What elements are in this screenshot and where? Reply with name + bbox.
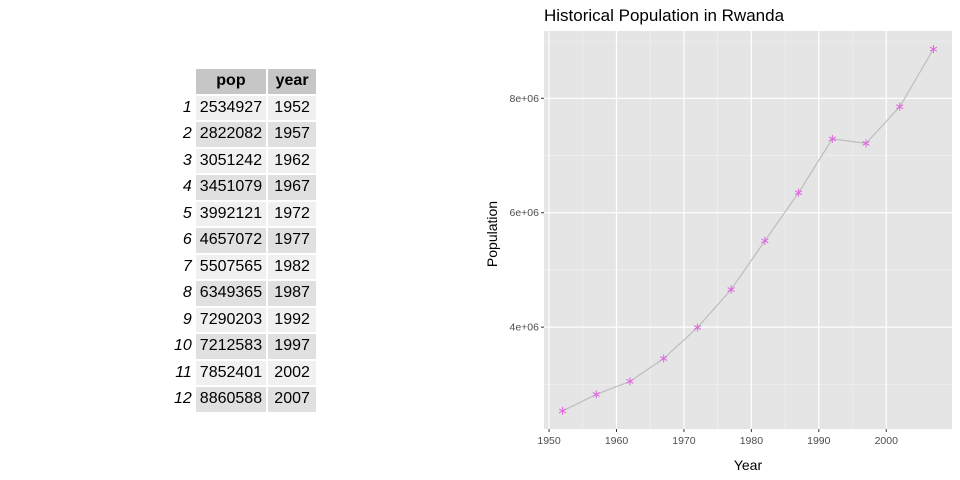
series: [558, 44, 938, 416]
row-name: 1: [182, 98, 192, 116]
cell-pop: 7290203: [195, 307, 267, 332]
data-point: [693, 323, 702, 332]
table-corner: [170, 69, 194, 94]
cell-pop: 3992121: [195, 201, 267, 226]
cell-pop: 7852401: [195, 360, 267, 385]
x-tick-label: 2000: [875, 435, 899, 447]
data-point: [626, 377, 634, 386]
row-name: 2: [182, 125, 192, 143]
grid-lines: [544, 31, 952, 429]
row-name: 4: [182, 178, 192, 196]
cell-year: 1962: [268, 148, 317, 173]
table-row: 6 4657072 1977: [170, 228, 317, 253]
cell-pop: 2534927: [195, 95, 267, 120]
row-name: 12: [174, 390, 192, 408]
y-tick-label: 6e+06: [510, 207, 540, 219]
cell-year: 2002: [268, 360, 317, 385]
cell-year: 1967: [268, 175, 317, 200]
cell-pop: 3051242: [195, 148, 267, 173]
y-tick-label: 4e+06: [510, 322, 540, 334]
chart-title: Historical Population in Rwanda: [544, 6, 785, 25]
x-tick-label: 1980: [740, 435, 764, 447]
table-row: 2 2822082 1957: [170, 122, 317, 147]
cell-year: 1952: [268, 95, 317, 120]
cell-year: 2007: [268, 387, 317, 412]
row-name: 7: [182, 257, 192, 275]
column-header-year: year: [268, 69, 317, 94]
table-row: 8 6349365 1987: [170, 281, 317, 306]
axes: 1950 1960 1970 1980 1990 2000 4e+06 6e+06 8e+06: [510, 93, 899, 447]
data-point: [558, 406, 567, 416]
cell-year: 1977: [268, 228, 317, 253]
table-row: 3 3051242 1962: [170, 148, 317, 173]
data-point: [862, 139, 870, 148]
data-point: [896, 102, 904, 111]
row-name: 6: [182, 231, 192, 249]
cell-year: 1997: [268, 334, 317, 359]
cell-pop: 3451079: [195, 175, 267, 200]
row-name: 10: [174, 337, 192, 355]
data-point: [828, 134, 836, 144]
x-tick-label: 1950: [537, 435, 561, 447]
table-row: 10 7212583 1997: [170, 334, 317, 359]
table-row: 11 7852401 2002: [170, 360, 317, 385]
data-point: [592, 390, 600, 399]
table-row: 12 8860588 2007: [170, 387, 317, 412]
y-tick-label: 8e+06: [510, 93, 540, 105]
cell-year: 1987: [268, 281, 317, 306]
cell-year: 1982: [268, 254, 317, 279]
data-point: [761, 236, 769, 245]
table-row: 9 7290203 1992: [170, 307, 317, 332]
population-chart: Historical Population in Rwanda 1950 1960…: [484, 6, 952, 473]
population-line: [562, 48, 934, 412]
row-name: 5: [182, 204, 192, 222]
column-header-pop: pop: [195, 69, 267, 94]
plot-panel: [544, 31, 952, 429]
row-name: 11: [175, 363, 192, 381]
x-tick-label: 1970: [672, 435, 696, 447]
table-row: 4 3451079 1967: [170, 175, 317, 200]
x-tick-label: 1960: [605, 435, 629, 447]
y-axis-label: Population: [484, 201, 500, 267]
x-axis-label: Year: [734, 457, 763, 473]
data-point: [929, 44, 938, 54]
cell-pop: 2822082: [195, 122, 267, 147]
table-row: 5 3992121 1972: [170, 201, 317, 226]
cell-pop: 6349365: [195, 281, 267, 306]
row-name: 3: [182, 151, 192, 169]
table-header-row: pop year: [170, 69, 317, 94]
data-point: [727, 285, 735, 294]
data-point: [794, 188, 803, 197]
cell-pop: 4657072: [195, 228, 267, 253]
cell-pop: 8860588: [195, 387, 267, 412]
cell-year: 1957: [268, 122, 317, 147]
table-row: 1 2534927 1952: [170, 95, 317, 120]
table-row: 7 5507565 1982: [170, 254, 317, 279]
data-table: pop year 1 2534927 1952 2 2822082 1957 3 305124…: [168, 67, 318, 414]
x-tick-label: 1990: [807, 435, 831, 447]
data-point: [660, 354, 668, 363]
cell-year: 1992: [268, 307, 317, 332]
row-name: 9: [182, 310, 192, 328]
row-name: 8: [182, 284, 192, 302]
cell-year: 1972: [268, 201, 317, 226]
cell-pop: 5507565: [195, 254, 267, 279]
cell-pop: 7212583: [195, 334, 267, 359]
